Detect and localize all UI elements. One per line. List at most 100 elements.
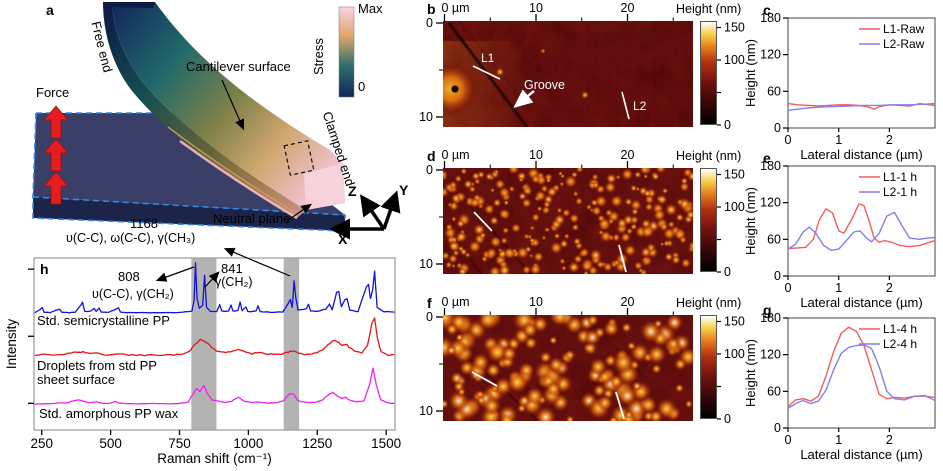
svg-text:1250: 1250: [302, 436, 332, 451]
axis-x-label: X: [338, 231, 348, 247]
chart-c-frame: [787, 17, 936, 129]
map-b-xtick-label: 10: [529, 1, 543, 15]
svg-text:0: 0: [785, 433, 792, 447]
height-colorbar-f: [700, 315, 717, 419]
colorbar-d-tick-label: 0: [724, 265, 731, 279]
map-b-ytick-label: 0: [426, 16, 433, 30]
map-f-ytick-label: 0: [426, 310, 433, 324]
colorbar-f-tick-label: 100: [724, 347, 745, 361]
svg-text:1000: 1000: [233, 436, 263, 451]
cantilever-schematic: [32, 2, 401, 240]
map-d-xtick-label: 10: [529, 148, 543, 162]
map-f-xtick-label: 10: [529, 295, 543, 309]
svg-text:0: 0: [774, 421, 781, 435]
panel-f-label: f: [427, 295, 432, 311]
height-colorbar-d: [700, 168, 717, 272]
peak-808-value: 808: [118, 269, 140, 284]
colorbar-title-f: Height (nm): [676, 296, 742, 310]
colorbar-b-tick-label: 150: [724, 21, 745, 35]
colorbar-b-tick-label: 100: [724, 53, 745, 67]
colorbar-f-tick-label: 150: [724, 315, 745, 329]
chart-c-ylabel: Height (nm): [743, 39, 758, 107]
svg-text:2: 2: [886, 281, 893, 295]
panel-c-label: c: [763, 2, 771, 18]
legend-label-L1-4 h: L1-4 h: [883, 322, 917, 336]
stress-colorbar-title: Stress: [311, 38, 326, 75]
stress-min-label: 0: [358, 79, 366, 94]
afm-height-map-b: [443, 21, 693, 127]
legend-label-L1-1 h: L1-1 h: [883, 170, 917, 184]
svg-text:2: 2: [886, 133, 893, 147]
svg-text:0: 0: [774, 121, 781, 135]
neutral-plane-label: Neutral plane: [213, 211, 291, 226]
svg-text:1: 1: [835, 133, 842, 147]
axis-y-label: Y: [399, 182, 409, 198]
svg-text:60: 60: [767, 84, 781, 98]
panel-g-label: g: [763, 302, 772, 318]
svg-text:60: 60: [767, 232, 781, 246]
legend-label-L2-Raw: L2-Raw: [883, 37, 925, 51]
svg-text:0: 0: [785, 133, 792, 147]
peak-841-assignment: γ(CH₂): [215, 275, 253, 289]
beam-top-surface: [112, 2, 345, 210]
map-b-xtick-label: 0 µm: [442, 1, 470, 15]
raman-highlight-band: [191, 258, 217, 430]
trace-label-droplets-1: Droplets from std PP: [37, 358, 157, 373]
force-arrows: [43, 105, 69, 205]
peak-808-assignment: υ(C-C), γ(CH₂): [92, 287, 174, 301]
cantilever-surface-label: Cantilever surface: [186, 59, 291, 74]
afm-height-map-d: [443, 168, 693, 274]
chart-c-series-L2-Raw: [787, 102, 936, 111]
svg-text:750: 750: [168, 436, 191, 451]
height-colorbar-b: [700, 21, 717, 125]
chart-e-frame: [787, 165, 936, 277]
chart-h-ylabel: Intensity: [4, 319, 19, 370]
axis-z-label: Z: [348, 183, 357, 199]
undeformed-outline-dashed: [32, 112, 346, 232]
panel-h-label: h: [40, 261, 49, 277]
chart-e-xlabel: Lateral distance (µm): [800, 295, 922, 310]
beam-side-face: [103, 2, 306, 219]
chart-e-series-L1-1 h: [787, 203, 936, 250]
chart-g-series-L2-4 h: [787, 344, 936, 409]
map-d-xtick-label: 0 µm: [442, 148, 470, 162]
neutral-plane-stripe: [179, 140, 298, 220]
trace-label-semicrystalline: Std. semicrystalline PP: [37, 313, 170, 328]
chart-g-series-L1-4 h: [787, 326, 936, 408]
colorbar-d-tick-label: 100: [724, 200, 745, 214]
map-b-xtick-label: 20: [621, 1, 635, 15]
clamped-end-label: Clamped end: [319, 109, 358, 188]
chart-c-xlabel: Lateral distance (µm): [800, 147, 922, 162]
chart-e-series-L2-1 h: [787, 211, 936, 252]
peak-1168-value: 1168: [130, 216, 158, 231]
svg-text:1: 1: [835, 281, 842, 295]
map-d-xtick-label: 20: [621, 148, 635, 162]
afm-height-map-f: [443, 315, 693, 421]
map-f-ytick-label: 10: [419, 404, 433, 418]
stress-colorbar: [338, 6, 355, 98]
free-end-label: Free end: [88, 19, 116, 74]
roi-dashed-rect: [283, 140, 315, 176]
map-f-xtick-label: 0 µm: [442, 295, 470, 309]
chart-g-ylabel: Height (nm): [743, 339, 758, 407]
svg-text:250: 250: [30, 436, 53, 451]
chart-g-frame: [787, 317, 936, 429]
svg-text:1500: 1500: [371, 436, 401, 451]
svg-text:2: 2: [886, 433, 893, 447]
colorbar-title-b: Height (nm): [676, 2, 742, 16]
panel-d-label: d: [427, 148, 436, 164]
svg-text:500: 500: [99, 436, 122, 451]
map-f-xtick-label: 20: [621, 295, 635, 309]
chart-h-xlabel: Raman shift (cm⁻¹): [157, 451, 271, 466]
colorbar-b-tick-label: 0: [724, 118, 731, 132]
panel-b-label: b: [427, 1, 436, 17]
trace-label-droplets-2: sheet surface: [37, 372, 116, 387]
panel-e-label: e: [763, 150, 771, 166]
map-b-ytick-label: 10: [419, 110, 433, 124]
chart-g-xlabel: Lateral distance (µm): [800, 447, 922, 462]
svg-text:0: 0: [785, 281, 792, 295]
svg-text:1: 1: [835, 433, 842, 447]
force-label: Force: [36, 85, 70, 100]
colorbar-title-d: Height (nm): [676, 149, 742, 163]
